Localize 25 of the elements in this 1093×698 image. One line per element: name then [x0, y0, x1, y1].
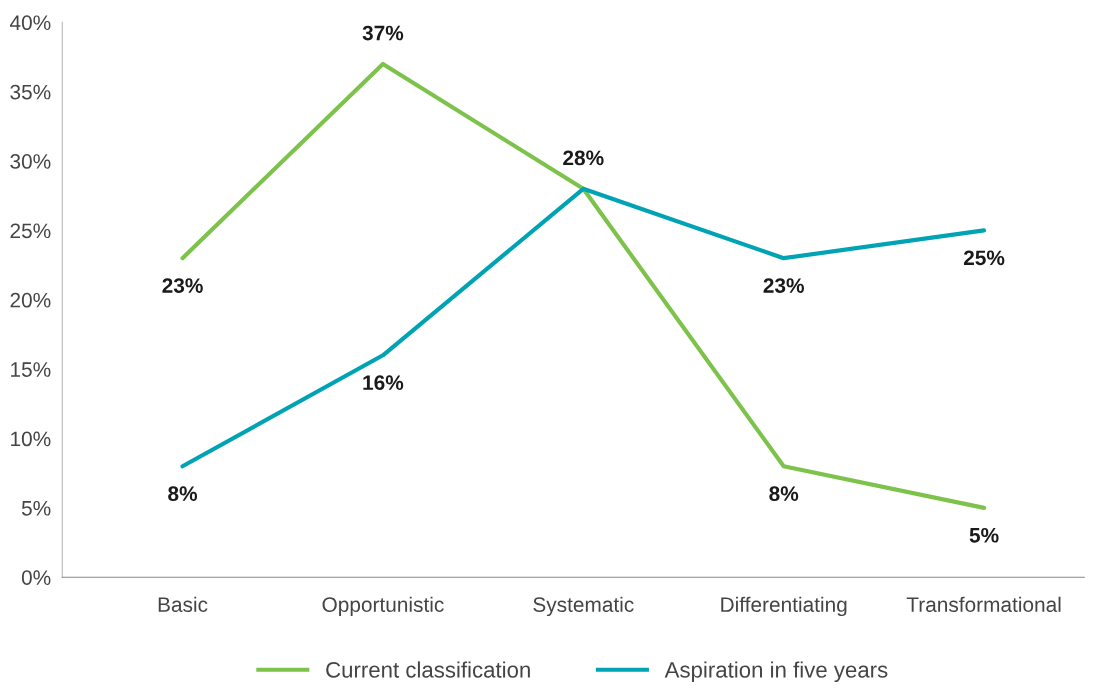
x-tick-label: Differentiating [721, 596, 847, 617]
x-tick-label: Transformational [906, 596, 1061, 612]
data-label: 23% [162, 278, 203, 293]
data-label: 37% [362, 25, 404, 41]
y-tick-label: 35% [10, 84, 51, 100]
data-label: 8% [168, 486, 198, 502]
data-label: 5% [969, 527, 999, 543]
data-label: 28% [563, 150, 604, 166]
y-tick-label: 5% [21, 500, 51, 516]
y-tick-label: 30% [10, 154, 51, 169]
legend-label: Current classification [326, 661, 530, 678]
x-tick-label: Opportunistic [322, 596, 444, 617]
y-tick-label: 40% [9, 15, 51, 31]
legend-label: Aspiration in five years [664, 661, 888, 683]
x-tick-label: Systematic [533, 596, 634, 617]
data-label: 8% [769, 486, 799, 502]
y-tick-label: 10% [11, 431, 51, 447]
y-tick-label: 0% [21, 570, 51, 585]
x-tick-label: Basic [158, 596, 208, 612]
y-tick-label: 15% [11, 362, 51, 377]
data-label: 25% [963, 250, 1005, 266]
data-label: 23% [763, 278, 804, 293]
y-tick-label: 25% [10, 223, 51, 239]
data-label: 16% [363, 375, 404, 391]
y-tick-label: 20% [10, 292, 51, 308]
